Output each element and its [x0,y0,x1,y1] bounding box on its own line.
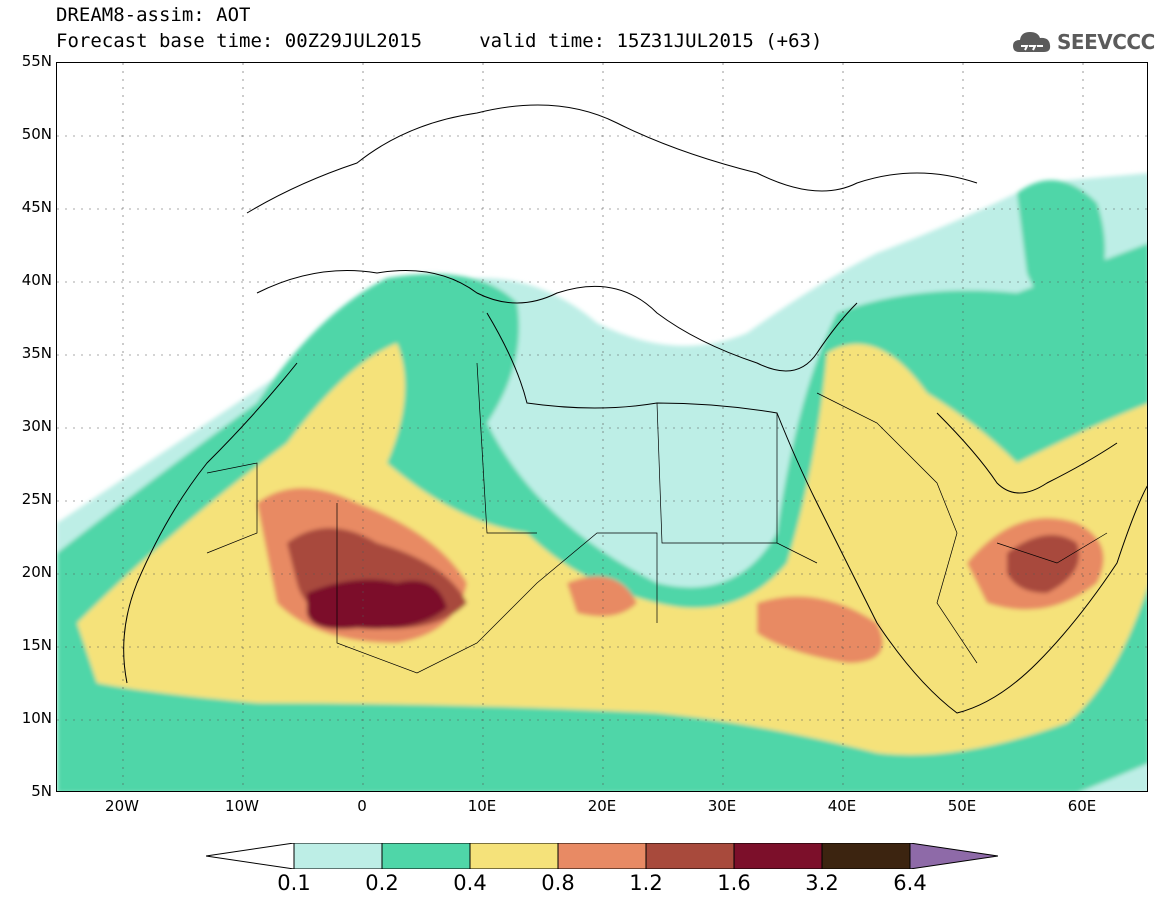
colorbar [205,842,999,870]
colorbar-label: 1.6 [717,871,751,895]
lon-label: 20E [587,797,617,815]
title-line-2: Forecast base time: 00Z29JUL2015 valid t… [56,30,823,52]
lon-label: 40E [827,797,857,815]
seevccc-logo: SEEVCCC [1011,24,1155,58]
colorbar-segment [645,842,735,870]
colorbar-segment [381,842,471,870]
lat-label: 40N [21,271,52,289]
lon-label: 50E [947,797,977,815]
lon-label: 30E [707,797,737,815]
colorbar-segment [293,842,383,870]
colorbar-label: 0.2 [365,871,399,895]
country-borders [206,362,1108,674]
colorbar-arrow-low [205,842,295,870]
lon-label: 60E [1067,797,1097,815]
colorbar-label: 0.1 [277,871,311,895]
lon-label: 10W [225,797,259,815]
lat-label: 20N [21,563,52,581]
logo-text: SEEVCCC [1057,30,1155,54]
aot-level-0.1 [487,383,777,543]
aot-level-0.2 [1017,180,1105,315]
colorbar-segment [557,842,647,870]
colorbar-label: 6.4 [893,871,927,895]
title-line-1: DREAM8-assim: AOT [56,4,251,26]
aot-field-map [57,63,1147,791]
colorbar-label: 0.8 [541,871,575,895]
colorbar-segment [469,842,559,870]
lat-label: 30N [21,417,52,435]
lat-label: 55N [21,52,52,70]
colorbar-label: 3.2 [805,871,839,895]
aot-level-0.8 [757,596,883,663]
colorbar-segment [821,842,911,870]
lon-label: 20W [105,797,139,815]
colorbar-label: 1.2 [629,871,663,895]
lon-label: 0 [357,797,367,815]
lat-label: 10N [21,709,52,727]
lat-label: 15N [21,636,52,654]
aot-level-1.2 [1007,535,1079,593]
cloud-icon [1013,32,1051,52]
aot-level-1.6 [307,579,447,629]
lon-label: 10E [467,797,497,815]
lat-label: 45N [21,198,52,216]
colorbar-label: 0.4 [453,871,487,895]
colorbar-arrow-high [909,842,999,870]
aot-level-0.8 [567,576,637,617]
colorbar-segment [733,842,823,870]
graticule [57,63,1147,791]
lat-label: 35N [21,344,52,362]
map-area [56,62,1148,792]
coastlines [123,104,1147,714]
lat-label: 50N [21,125,52,143]
lat-label: 25N [21,490,52,508]
lat-label: 5N [31,782,52,800]
